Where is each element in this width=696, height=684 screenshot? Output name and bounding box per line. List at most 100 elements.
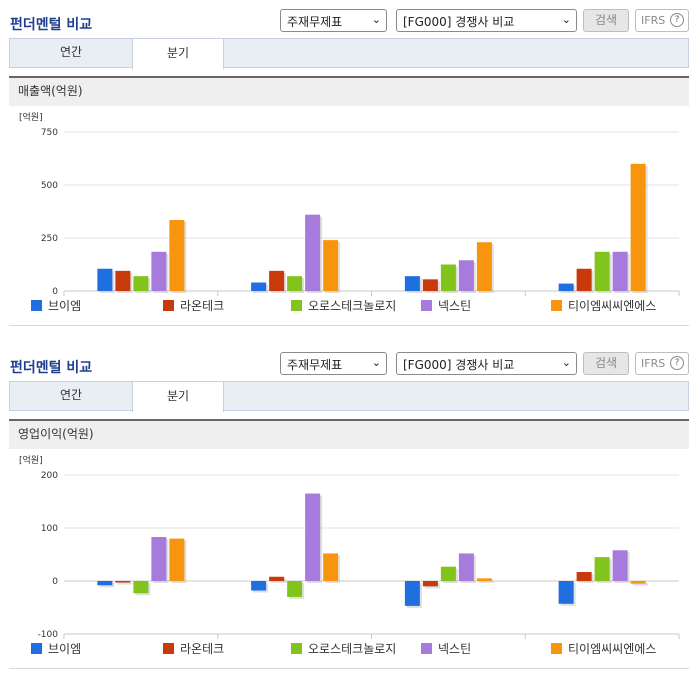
statement-type-select[interactable]: 주재무제표 ⌄ xyxy=(280,9,387,32)
chart-title: 영업이익(억원) xyxy=(9,419,689,449)
bar xyxy=(458,260,474,291)
period-tabs: 연간 분기 xyxy=(9,38,689,69)
y-tick-label: -100 xyxy=(38,630,59,639)
bar xyxy=(133,276,149,291)
legend-item[interactable]: 넥스틴 xyxy=(421,297,471,314)
bar xyxy=(576,571,592,581)
competitor-group-select[interactable]: [FG000] 경쟁사 비교 ⌄ xyxy=(396,9,577,32)
chevron-down-icon: ⌄ xyxy=(371,13,381,26)
legend-swatch xyxy=(291,643,302,654)
legend-label: 브이엠 xyxy=(48,642,82,656)
legend-item[interactable]: 오로스테크놀로지 xyxy=(291,297,396,314)
legend-item[interactable]: 티이엠씨씨엔에스 xyxy=(551,297,656,314)
chart-legend: 브이엠 라온테크 오로스테크놀로지 넥스틴 티이엠씨씨엔에스 xyxy=(31,297,691,313)
competitor-group-value: [FG000] 경쟁사 비교 xyxy=(403,358,515,372)
legend-label: 티이엠씨씨엔에스 xyxy=(568,299,657,313)
statement-type-select[interactable]: 주재무제표 ⌄ xyxy=(280,352,387,375)
bar xyxy=(440,566,456,581)
bar xyxy=(133,581,149,594)
y-tick-label: 100 xyxy=(41,524,58,534)
bar xyxy=(169,219,185,291)
bar xyxy=(269,576,285,581)
bar xyxy=(115,581,131,583)
chart-box: [억원]-10001002002023/032023/062023/092023… xyxy=(9,449,689,669)
tab-quarter[interactable]: 분기 xyxy=(132,381,224,412)
bar xyxy=(558,283,574,291)
chevron-down-icon: ⌄ xyxy=(561,356,571,369)
chevron-down-icon: ⌄ xyxy=(561,13,571,26)
section-header: 펀더멘털 비교 주재무제표 ⌄ [FG000] 경쟁사 비교 ⌄ 검색 IFRS… xyxy=(9,347,689,381)
section-title: 펀더멘털 비교 xyxy=(10,17,93,33)
legend-swatch xyxy=(551,300,562,311)
legend-label: 티이엠씨씨엔에스 xyxy=(568,642,657,656)
legend-swatch xyxy=(291,300,302,311)
bar xyxy=(440,264,456,291)
legend-item[interactable]: 오로스테크놀로지 xyxy=(291,640,396,657)
period-tabs: 연간 분기 xyxy=(9,381,689,412)
y-unit-label: [억원] xyxy=(19,454,43,466)
bar xyxy=(305,214,321,291)
legend-item[interactable]: 브이엠 xyxy=(31,640,81,657)
y-tick-label: 500 xyxy=(41,181,58,191)
tab-annual[interactable]: 연간 xyxy=(59,45,83,59)
bar xyxy=(97,268,113,291)
bar-shadow xyxy=(478,580,494,583)
legend-item[interactable]: 넥스틴 xyxy=(421,640,471,657)
help-icon: ? xyxy=(670,13,684,27)
competitor-group-select[interactable]: [FG000] 경쟁사 비교 ⌄ xyxy=(396,352,577,375)
ifrs-button[interactable]: IFRS ? xyxy=(635,352,689,375)
legend-label: 넥스틴 xyxy=(438,642,472,656)
bar xyxy=(558,581,574,604)
bar xyxy=(612,251,628,291)
bar xyxy=(151,537,167,581)
ifrs-label: IFRS xyxy=(641,14,666,27)
bar xyxy=(115,270,131,291)
legend-item[interactable]: 라온테크 xyxy=(163,640,224,657)
tab-annual[interactable]: 연간 xyxy=(59,388,83,402)
legend-item[interactable]: 티이엠씨씨엔에스 xyxy=(551,640,656,657)
fundamental-compare-section-operating-profit: 펀더멘털 비교 주재무제표 ⌄ [FG000] 경쟁사 비교 ⌄ 검색 IFRS… xyxy=(9,347,689,669)
legend-swatch xyxy=(31,643,42,654)
legend-item[interactable]: 브이엠 xyxy=(31,297,81,314)
bar xyxy=(404,581,420,606)
chart-box: [억원]02505007502023/032023/062023/092023/… xyxy=(9,106,689,326)
bar xyxy=(305,493,321,581)
legend-label: 넥스틴 xyxy=(438,299,472,313)
bar xyxy=(323,240,339,291)
bar xyxy=(169,538,185,581)
bar xyxy=(458,553,474,581)
ifrs-label: IFRS xyxy=(641,357,666,370)
bar xyxy=(630,163,646,291)
search-button[interactable]: 검색 xyxy=(583,352,629,375)
help-icon: ? xyxy=(670,356,684,370)
y-tick-label: 750 xyxy=(41,128,58,138)
legend-swatch xyxy=(421,643,432,654)
legend-item[interactable]: 라온테크 xyxy=(163,297,224,314)
bar-chart-sales: [억원]02505007502023/032023/062023/092023/… xyxy=(19,111,680,296)
bar xyxy=(323,553,339,581)
statement-type-value: 주재무제표 xyxy=(287,15,343,29)
bar xyxy=(594,251,610,291)
bar xyxy=(269,270,285,291)
legend-label: 오로스테크놀로지 xyxy=(308,642,397,656)
competitor-group-value: [FG000] 경쟁사 비교 xyxy=(403,15,515,29)
legend-swatch xyxy=(31,300,42,311)
bar xyxy=(97,581,113,586)
tab-quarter[interactable]: 분기 xyxy=(132,38,224,69)
y-tick-label: 250 xyxy=(41,234,58,244)
bar-chart-operating-profit: [억원]-10001002002023/032023/062023/092023… xyxy=(19,454,680,639)
section-title: 펀더멘털 비교 xyxy=(10,360,93,376)
y-tick-label: 0 xyxy=(52,287,58,296)
search-button[interactable]: 검색 xyxy=(583,9,629,32)
legend-label: 라온테크 xyxy=(180,642,225,656)
legend-swatch xyxy=(551,643,562,654)
bar xyxy=(422,279,438,291)
bar xyxy=(287,276,303,291)
bar xyxy=(476,242,492,291)
bar xyxy=(576,268,592,291)
ifrs-button[interactable]: IFRS ? xyxy=(635,9,689,32)
legend-swatch xyxy=(163,300,174,311)
legend-swatch xyxy=(163,643,174,654)
bar xyxy=(287,581,303,597)
bar xyxy=(594,557,610,581)
